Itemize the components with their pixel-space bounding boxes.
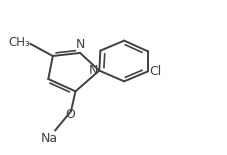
Text: Cl: Cl bbox=[148, 65, 161, 78]
Text: O: O bbox=[65, 108, 75, 121]
Text: CH₃: CH₃ bbox=[8, 36, 30, 49]
Text: N: N bbox=[75, 38, 84, 51]
Text: N: N bbox=[88, 64, 98, 77]
Text: Na: Na bbox=[41, 132, 58, 145]
